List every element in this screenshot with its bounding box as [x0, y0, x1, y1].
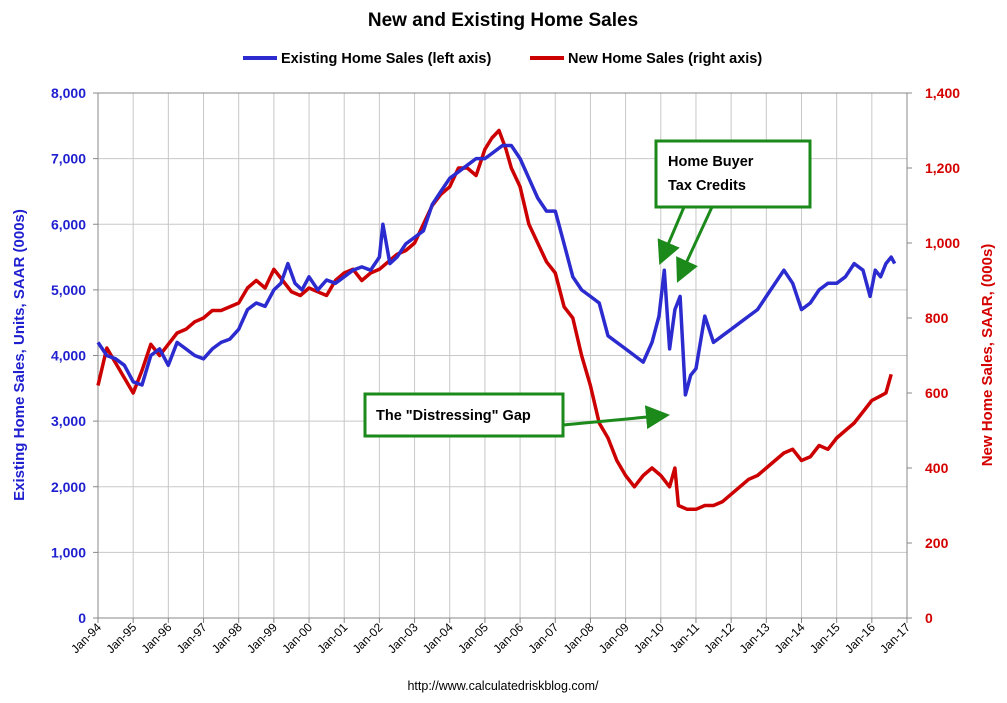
annotation-text-tax-credits-1: Home Buyer: [668, 154, 754, 170]
annotation-box-gap: [363, 392, 565, 438]
y-left-tick-label: 3,000: [51, 413, 86, 429]
x-tick-label: Jan-10: [631, 620, 667, 656]
x-tick-label: Jan-96: [139, 620, 175, 656]
arrow-gap: [562, 405, 670, 430]
x-tick-label: Jan-14: [772, 620, 808, 656]
annotation-gap: The "Distressing" Gap: [363, 392, 670, 438]
y-left-tick-label: 2,000: [51, 479, 86, 495]
x-tick-label: Jan-03: [385, 620, 421, 656]
y-right-tick-label: 600: [925, 385, 949, 401]
series-line-existing-home-sales: [96, 143, 897, 397]
x-tick-label: Jan-97: [174, 620, 210, 656]
y-right-tick-label: 1,200: [925, 160, 960, 176]
x-tick-label: Jan-09: [596, 620, 632, 656]
chart-title: New and Existing Home Sales: [368, 10, 638, 31]
x-tick-label: Jan-15: [807, 620, 843, 656]
x-tick-label: Jan-11: [667, 620, 702, 655]
x-tick-label: Jan-02: [350, 620, 386, 656]
x-tick-label: Jan-16: [842, 620, 878, 656]
x-axis-ticks: Jan-94 Jan-95 Jan-96 Jan-97 Jan-98 Jan-99 Jan-…: [68, 618, 913, 656]
y-right-tick-label: 400: [925, 460, 949, 476]
annotation-text-tax-credits-2: Tax Credits: [668, 178, 746, 194]
x-tick-label: Jan-00: [279, 620, 315, 656]
x-tick-label: Jan-06: [490, 620, 526, 656]
legend-label-new: New Home Sales (right axis): [568, 51, 762, 67]
x-tick-label: Jan-99: [244, 620, 280, 656]
x-tick-label: Jan-12: [701, 620, 737, 656]
x-tick-label: Jan-07: [526, 620, 562, 656]
annotation-tax-credits: Home Buyer Tax Credits: [654, 139, 812, 283]
legend-label-existing: Existing Home Sales (left axis): [281, 51, 491, 67]
y-right-tick-label: 800: [925, 310, 949, 326]
arrow-tax-credit-2: [676, 206, 714, 283]
y-left-tick-label: 5,000: [51, 282, 86, 298]
y-left-tick-label: 7,000: [51, 151, 86, 167]
arrow-tax-credit-1: [657, 206, 686, 266]
x-tick-label: Jan-94: [68, 620, 104, 656]
x-tick-label: Jan-17: [877, 620, 913, 656]
y-left-tick-label: 6,000: [51, 216, 86, 232]
x-tick-label: Jan-08: [561, 620, 597, 656]
y-axis-right-ticks: 0 200 400 600 800 1,000 1,200 1,400: [907, 85, 960, 626]
y-left-tick-label: 1,000: [51, 544, 86, 560]
x-tick-label: Jan-04: [420, 620, 456, 656]
x-tick-label: Jan-95: [103, 620, 139, 656]
y-axis-right-label: New Home Sales, SAAR, (000s): [979, 244, 996, 467]
y-right-tick-label: 0: [925, 610, 933, 626]
source-url: http://www.calculatedriskblog.com/: [407, 679, 599, 693]
y-right-tick-label: 1,000: [925, 235, 960, 251]
y-left-tick-label: 4,000: [51, 348, 86, 364]
y-right-tick-label: 200: [925, 535, 949, 551]
series-layer: [96, 128, 897, 512]
annotation-box-tax-credits: [654, 139, 812, 209]
legend: Existing Home Sales (left axis) New Home…: [243, 51, 762, 67]
x-tick-label: Jan-01: [314, 620, 350, 656]
y-left-tick-label: 0: [78, 610, 86, 626]
y-right-tick-label: 1,400: [925, 85, 960, 101]
y-axis-left-ticks: 0 1,000 2,000 3,000 4,000 5,000 6,000 7,000 8,00…: [51, 85, 98, 626]
x-tick-label: Jan-05: [455, 620, 491, 656]
y-axis-left-label: Existing Home Sales, Units, SAAR (000s): [11, 209, 28, 501]
y-left-tick-label: 8,000: [51, 85, 86, 101]
x-tick-label: Jan-13: [737, 620, 773, 656]
series-line-new-home-sales: [96, 128, 893, 512]
annotation-text-gap: The "Distressing" Gap: [376, 408, 531, 424]
x-tick-label: Jan-98: [209, 620, 245, 656]
